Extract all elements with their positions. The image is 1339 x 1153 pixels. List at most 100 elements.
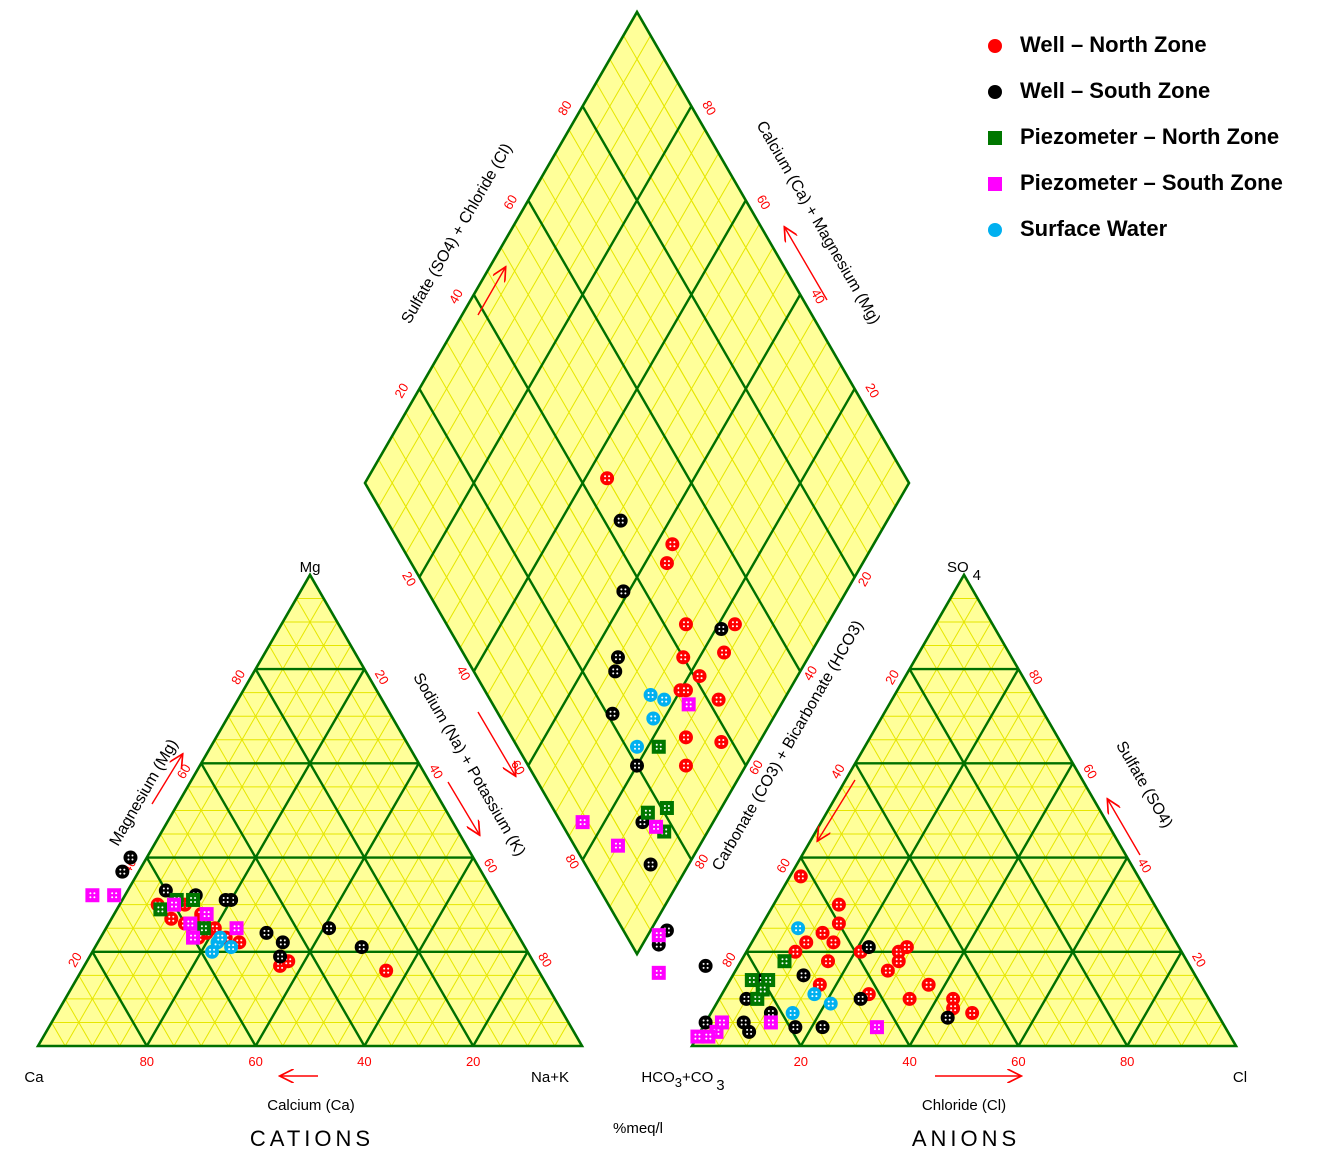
data-point-dot <box>767 1019 770 1022</box>
data-point-dot <box>759 990 762 993</box>
data-point-dot <box>667 927 670 930</box>
data-point-dot <box>157 910 160 913</box>
diamond-data-point <box>630 758 644 773</box>
data-point-dot <box>682 762 685 765</box>
data-point-dot <box>740 1023 743 1026</box>
data-point-dot <box>869 995 872 998</box>
cation-gridline <box>187 786 338 1047</box>
data-point-dot <box>819 1024 822 1027</box>
anion-gridline <box>1153 975 1196 1047</box>
data-point-dot <box>638 747 640 750</box>
data-point-circle <box>826 935 841 950</box>
data-point-square <box>763 1015 778 1030</box>
data-point-circle <box>692 669 707 684</box>
data-point-circle <box>785 1006 800 1021</box>
data-point-dot <box>722 630 725 633</box>
diamond-data-point <box>657 692 672 707</box>
data-point-dot <box>698 1037 701 1040</box>
data-point-dot <box>217 934 220 937</box>
data-point-dot <box>228 944 231 947</box>
data-point-circle <box>678 758 693 773</box>
data-point-dot <box>895 948 898 951</box>
data-point-dot <box>221 938 224 941</box>
diamond-upper-right-tick-label: 40 <box>808 286 828 306</box>
data-point-dot <box>686 734 689 737</box>
diamond-gridline <box>500 247 774 719</box>
data-point-dot <box>799 925 802 928</box>
data-point-circle <box>613 513 628 528</box>
data-point-dot <box>263 929 266 932</box>
data-point-dot <box>801 873 804 876</box>
data-point-square <box>649 819 664 834</box>
data-point-dot <box>655 747 658 750</box>
data-point-dot <box>616 668 619 671</box>
data-point-dot <box>839 924 842 927</box>
data-point-circle <box>213 930 228 945</box>
data-point-dot <box>771 1023 774 1026</box>
data-point-dot <box>190 938 193 941</box>
data-point-dot <box>203 915 206 918</box>
data-point-dot <box>644 813 647 816</box>
diamond-upper-left-tick-label: 80 <box>555 98 575 118</box>
data-point-dot <box>684 654 687 657</box>
data-point-dot <box>765 977 768 980</box>
data-point-dot <box>663 564 666 567</box>
diamond-lower-left-tick-label: 40 <box>454 663 474 683</box>
data-point-square <box>186 892 201 907</box>
data-point-circle <box>940 1010 955 1025</box>
data-point-dot <box>226 938 229 941</box>
data-point-dot <box>387 967 390 970</box>
data-point-dot <box>721 653 724 656</box>
data-point-dot <box>654 715 657 718</box>
data-point-dot <box>969 1014 972 1017</box>
anion-right-tick-label: 60 <box>1080 761 1100 781</box>
data-point-dot <box>746 1028 749 1031</box>
data-point-dot <box>888 967 891 970</box>
cation-gridline <box>51 1022 66 1047</box>
diamond-data-point <box>676 650 691 665</box>
data-point-dot <box>799 929 802 932</box>
data-point-dot <box>362 948 365 951</box>
data-point-dot <box>624 588 627 591</box>
data-point-circle <box>727 617 742 632</box>
diamond-data-point <box>678 730 693 745</box>
data-point-dot <box>654 719 657 722</box>
data-point-dot <box>829 958 831 961</box>
anion-data-point <box>791 921 806 936</box>
data-point-dot <box>750 1032 753 1035</box>
cation-data-point <box>85 888 100 903</box>
data-point-square <box>651 739 666 754</box>
diamond-gridline <box>432 129 706 602</box>
data-point-dot <box>834 939 837 942</box>
data-point-dot <box>719 700 722 703</box>
data-point-dot <box>669 541 672 544</box>
anion-data-point <box>793 869 808 884</box>
diamond-data-point <box>649 819 664 834</box>
data-point-square <box>659 800 674 815</box>
data-point-square <box>196 921 211 936</box>
data-point-circle <box>793 869 808 884</box>
anion-data-point <box>821 954 835 969</box>
data-point-dot <box>694 1037 697 1040</box>
data-point-dot <box>326 929 329 932</box>
cation-data-point <box>115 864 130 879</box>
anion-gridline <box>854 762 1020 1047</box>
data-point-dot <box>663 560 666 563</box>
data-point-dot <box>89 892 92 895</box>
data-point-dot <box>792 1028 795 1031</box>
anion-apex-cl-label: Cl <box>1233 1069 1247 1086</box>
diamond-gridline <box>459 176 733 649</box>
data-point-dot <box>233 925 236 928</box>
cation-data-point <box>167 897 181 912</box>
data-point-dot <box>682 621 685 624</box>
data-point-dot <box>895 958 898 961</box>
data-point-dot <box>744 1023 747 1026</box>
data-point-dot <box>686 687 689 690</box>
data-point-circle <box>831 916 846 931</box>
data-point-dot <box>289 958 292 961</box>
anion-data-point <box>698 958 713 973</box>
data-point-dot <box>819 1028 822 1031</box>
data-point-dot <box>655 932 658 935</box>
data-point-dot <box>950 999 953 1002</box>
data-point-dot <box>215 925 218 928</box>
